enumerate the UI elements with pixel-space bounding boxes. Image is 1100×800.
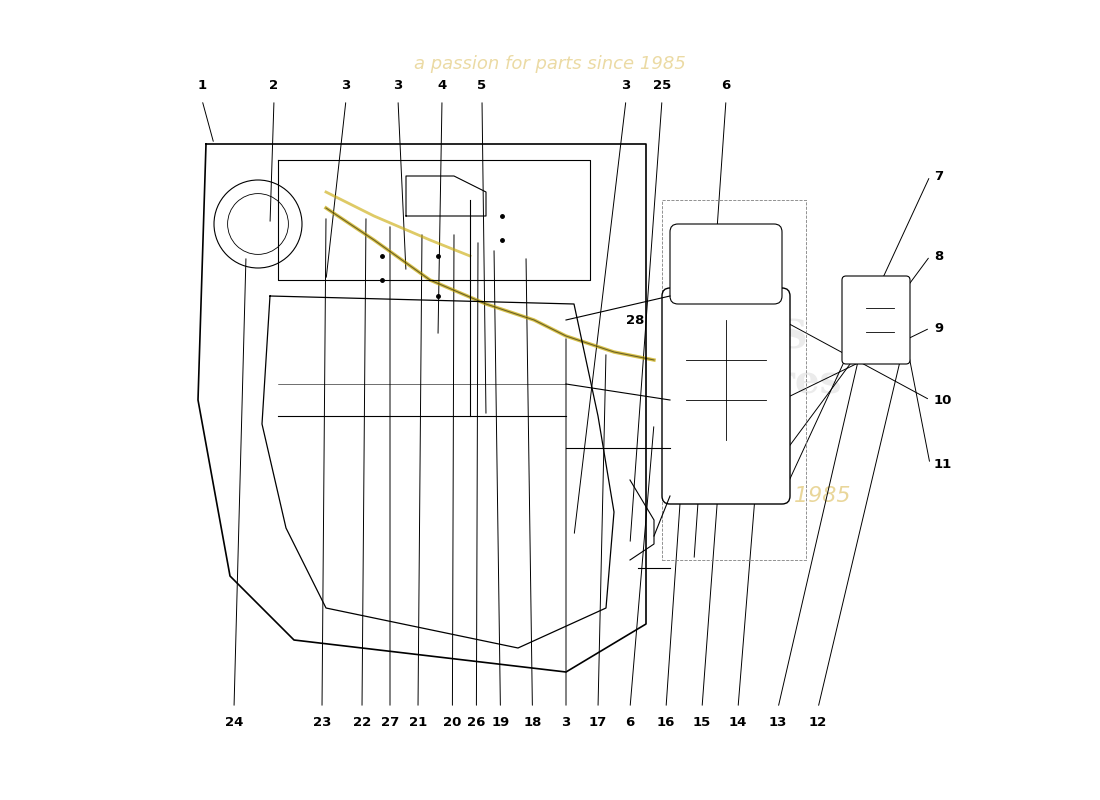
FancyBboxPatch shape xyxy=(842,276,910,364)
Text: 11: 11 xyxy=(934,458,953,470)
Text: 6: 6 xyxy=(626,716,635,729)
Text: 13: 13 xyxy=(769,716,788,729)
Text: 27: 27 xyxy=(381,716,399,729)
Text: 9: 9 xyxy=(934,322,943,334)
Text: 10: 10 xyxy=(934,394,953,406)
FancyBboxPatch shape xyxy=(670,224,782,304)
Text: a passion for parts since 1985: a passion for parts since 1985 xyxy=(414,55,686,73)
Text: 6: 6 xyxy=(722,79,730,92)
Text: 2: 2 xyxy=(270,79,278,92)
Text: 3: 3 xyxy=(394,79,403,92)
Text: 19: 19 xyxy=(492,716,509,729)
Text: 4: 4 xyxy=(438,79,447,92)
Text: 28: 28 xyxy=(626,314,645,326)
Text: 18: 18 xyxy=(524,716,541,729)
Text: 22: 22 xyxy=(353,716,371,729)
Text: 23: 23 xyxy=(312,716,331,729)
Text: 24: 24 xyxy=(224,716,243,729)
Text: 8: 8 xyxy=(934,250,944,262)
Text: eS
pares: eS pares xyxy=(723,319,842,401)
Text: 5: 5 xyxy=(477,79,486,92)
Text: 21: 21 xyxy=(409,716,427,729)
Text: 26: 26 xyxy=(468,716,485,729)
Text: 1: 1 xyxy=(197,79,207,92)
Text: 25: 25 xyxy=(653,79,671,92)
Text: 12: 12 xyxy=(808,716,827,729)
Text: 3: 3 xyxy=(561,716,571,729)
Text: 3: 3 xyxy=(621,79,630,92)
Text: 17: 17 xyxy=(588,716,607,729)
Text: 7: 7 xyxy=(934,170,943,182)
Text: 3: 3 xyxy=(341,79,351,92)
Text: since 1985: since 1985 xyxy=(729,486,850,506)
Text: 20: 20 xyxy=(443,716,462,729)
FancyBboxPatch shape xyxy=(662,288,790,504)
Text: 16: 16 xyxy=(657,716,675,729)
Text: 14: 14 xyxy=(729,716,747,729)
Text: 15: 15 xyxy=(693,716,711,729)
